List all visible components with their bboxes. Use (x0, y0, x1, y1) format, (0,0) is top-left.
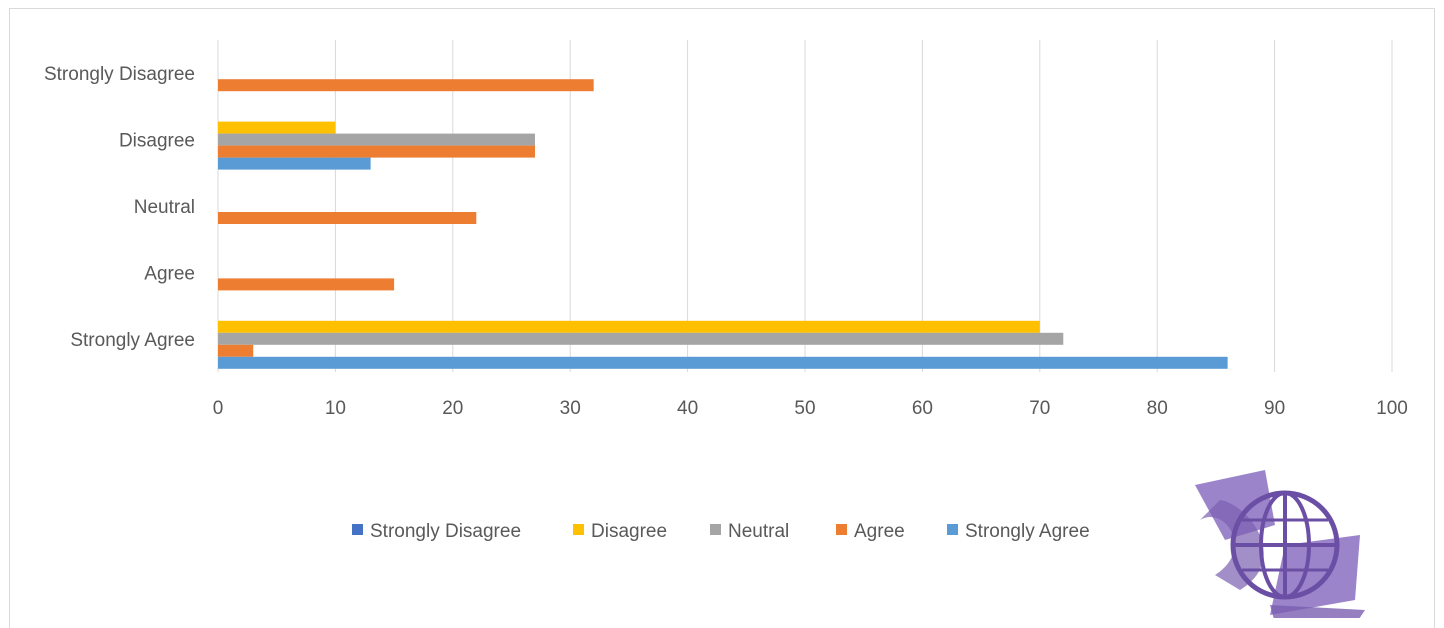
legend-label: Neutral (728, 521, 789, 542)
x-tick-label: 20 (442, 398, 463, 419)
bar (218, 157, 371, 170)
legend-label: Disagree (591, 521, 667, 542)
category-label: Agree (144, 263, 195, 284)
bar (218, 344, 254, 357)
x-tick-label: 10 (325, 398, 346, 419)
category-label: Strongly Agree (70, 330, 195, 351)
category-label: Disagree (119, 131, 195, 152)
chart-frame (9, 8, 1435, 628)
x-tick-label: 40 (677, 398, 698, 419)
bar (218, 278, 395, 291)
x-tick-label: 80 (1147, 398, 1168, 419)
legend-swatch (836, 524, 847, 535)
bar (218, 356, 1228, 369)
x-tick-labels: 0 10 20 30 40 50 60 70 80 90 100 (213, 398, 1408, 419)
gridlines (217, 40, 1393, 372)
x-tick-label: 70 (1029, 398, 1050, 419)
bar (218, 320, 1040, 333)
bars (218, 79, 1228, 369)
legend: Strongly Disagree Disagree Neutral Agree Str… (352, 521, 1090, 542)
legend-swatch (947, 524, 958, 535)
category-label: Strongly Disagree (44, 64, 195, 85)
legend-label: Strongly Agree (965, 521, 1090, 542)
bar (218, 332, 1064, 345)
legend-swatch (710, 524, 721, 535)
x-tick-label: 30 (560, 398, 581, 419)
bar (218, 79, 594, 92)
category-label: Neutral (134, 197, 195, 218)
category-labels: Strongly Agree Agree Neutral Disagree Strong… (44, 64, 195, 351)
x-tick-label: 60 (912, 398, 933, 419)
legend-swatch (573, 524, 584, 535)
bar (218, 212, 477, 224)
legend-label: Strongly Disagree (370, 521, 521, 542)
bar (218, 145, 535, 158)
legend-label: Agree (854, 521, 905, 542)
legend-swatch (352, 524, 363, 535)
x-tick-label: 100 (1376, 398, 1408, 419)
bar (218, 121, 336, 134)
x-tick-label: 90 (1264, 398, 1285, 419)
globe-logo (1195, 470, 1365, 618)
bar (218, 133, 535, 146)
x-tick-label: 0 (213, 398, 224, 419)
x-tick-label: 50 (794, 398, 815, 419)
